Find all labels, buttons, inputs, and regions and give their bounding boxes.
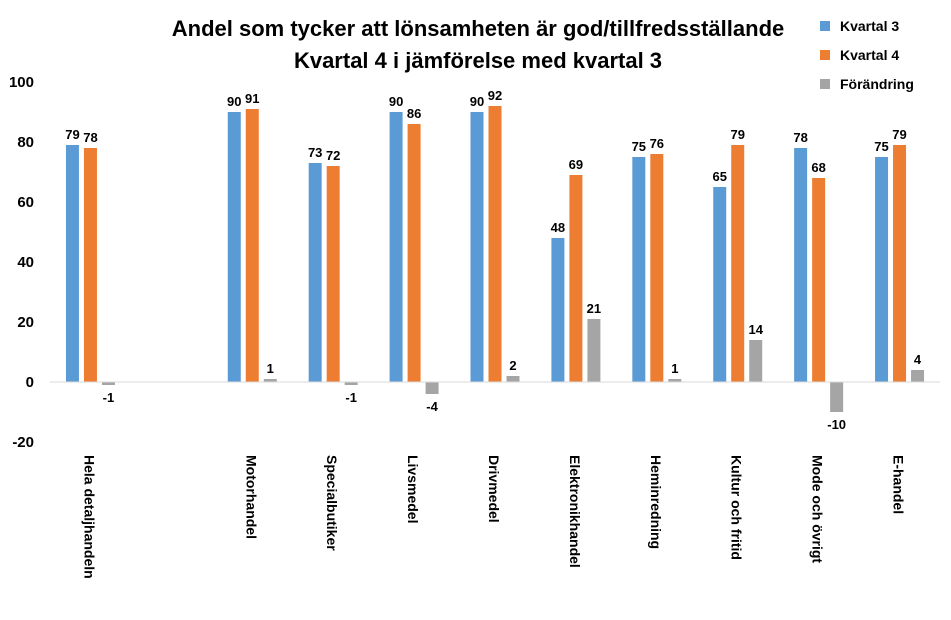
x-axis: Hela detaljhandeln Motorhandel Specialbuti… xyxy=(50,381,940,579)
data-label: 65 xyxy=(712,169,726,184)
data-label: 1 xyxy=(267,361,274,376)
y-tick-label: 80 xyxy=(17,134,34,151)
data-label: -1 xyxy=(345,390,357,405)
legend-label: Kvartal 4 xyxy=(840,47,899,63)
data-label: -4 xyxy=(426,399,438,414)
legend-swatch xyxy=(820,79,830,89)
bar-förändring xyxy=(344,382,358,385)
bar-kvartal-3 xyxy=(794,148,808,382)
bar-kvartal-3 xyxy=(713,187,727,382)
data-label: 1 xyxy=(671,361,678,376)
data-label: 21 xyxy=(587,301,601,316)
category-label: Motorhandel xyxy=(243,455,259,539)
bar-kvartal-3 xyxy=(632,157,646,382)
bar-förändring xyxy=(506,376,520,382)
data-label: 75 xyxy=(874,139,888,154)
data-label: 79 xyxy=(65,127,79,142)
bar-förändring xyxy=(749,340,763,382)
bar-kvartal-3 xyxy=(470,112,484,382)
data-label: 90 xyxy=(470,94,484,109)
bar-kvartal-4 xyxy=(893,145,907,382)
y-tick-label: 20 xyxy=(17,314,34,331)
data-label: 73 xyxy=(308,145,322,160)
legend-label: Kvartal 3 xyxy=(840,18,899,34)
y-tick-label: 0 xyxy=(26,374,34,391)
chart-title: Andel som tycker att lönsamheten är god/… xyxy=(172,16,785,73)
data-label: 72 xyxy=(326,148,340,163)
data-label: 2 xyxy=(509,358,516,373)
legend-swatch xyxy=(820,21,830,31)
legend-swatch xyxy=(820,50,830,60)
bar-kvartal-3 xyxy=(308,163,322,382)
y-tick-label: 60 xyxy=(17,194,34,211)
bar-kvartal-3 xyxy=(65,145,79,382)
category-label: Specialbutiker xyxy=(324,455,340,551)
data-label: 14 xyxy=(748,322,763,337)
data-label: 90 xyxy=(389,94,403,109)
bar-kvartal-4 xyxy=(812,178,826,382)
data-label: 90 xyxy=(227,94,241,109)
data-label: 86 xyxy=(407,106,421,121)
data-labels: 79 78 -1 90 91 1 73 72 -1 90 86 -4 90 92 2 48 69 21 75 76 1 6… xyxy=(65,88,922,432)
bar-förändring xyxy=(830,382,844,412)
data-label: 78 xyxy=(83,130,97,145)
bar-förändring xyxy=(911,370,925,382)
data-label: -10 xyxy=(827,417,846,432)
bar-kvartal-3 xyxy=(227,112,241,382)
category-label: Drivmedel xyxy=(486,455,502,523)
bar-förändring xyxy=(668,379,682,382)
chart-title-line-2: Kvartal 4 i jämförelse med kvartal 3 xyxy=(294,48,662,73)
data-label: 4 xyxy=(914,352,922,367)
category-label: Livsmedel xyxy=(405,455,421,523)
data-label: -1 xyxy=(103,390,115,405)
category-label: Mode och övrigt xyxy=(810,455,826,563)
y-tick-label: 40 xyxy=(17,254,34,271)
y-tick-label: 100 xyxy=(9,74,34,91)
bar-kvartal-4 xyxy=(245,109,259,382)
bar-förändring xyxy=(425,382,439,394)
data-label: 79 xyxy=(892,127,906,142)
bar-kvartal-4 xyxy=(407,124,421,382)
category-label: Elektronikhandel xyxy=(567,455,583,568)
bar-förändring xyxy=(263,379,277,382)
data-label: 75 xyxy=(632,139,646,154)
bar-kvartal-3 xyxy=(551,238,565,382)
chart-title-line-1: Andel som tycker att lönsamheten är god/… xyxy=(172,16,785,41)
bar-kvartal-4 xyxy=(488,106,502,382)
bar-kvartal-4 xyxy=(83,148,97,382)
bar-kvartal-3 xyxy=(875,157,889,382)
bar-förändring xyxy=(587,319,601,382)
y-axis: -20 0 20 40 60 80 100 xyxy=(9,74,34,451)
bar-kvartal-4 xyxy=(731,145,745,382)
bar-kvartal-4 xyxy=(569,175,583,382)
data-label: 68 xyxy=(811,160,825,175)
data-label: 92 xyxy=(488,88,502,103)
category-label: E-handel xyxy=(891,455,907,514)
bar-kvartal-4 xyxy=(326,166,340,382)
legend: Kvartal 3 Kvartal 4 Förändring xyxy=(820,18,914,92)
y-tick-label: -20 xyxy=(12,434,34,451)
bar-kvartal-3 xyxy=(389,112,403,382)
bar-förändring xyxy=(101,382,115,385)
data-label: 76 xyxy=(650,136,664,151)
bars xyxy=(65,106,925,412)
category-label: Heminredning xyxy=(648,455,664,549)
data-label: 91 xyxy=(245,91,259,106)
category-label: Kultur och fritid xyxy=(729,455,745,560)
category-label: Hela detaljhandeln xyxy=(81,455,97,579)
data-label: 79 xyxy=(730,127,744,142)
data-label: 69 xyxy=(569,157,583,172)
data-label: 78 xyxy=(793,130,807,145)
data-label: 48 xyxy=(551,220,565,235)
legend-label: Förändring xyxy=(840,76,914,92)
bar-kvartal-4 xyxy=(650,154,664,382)
